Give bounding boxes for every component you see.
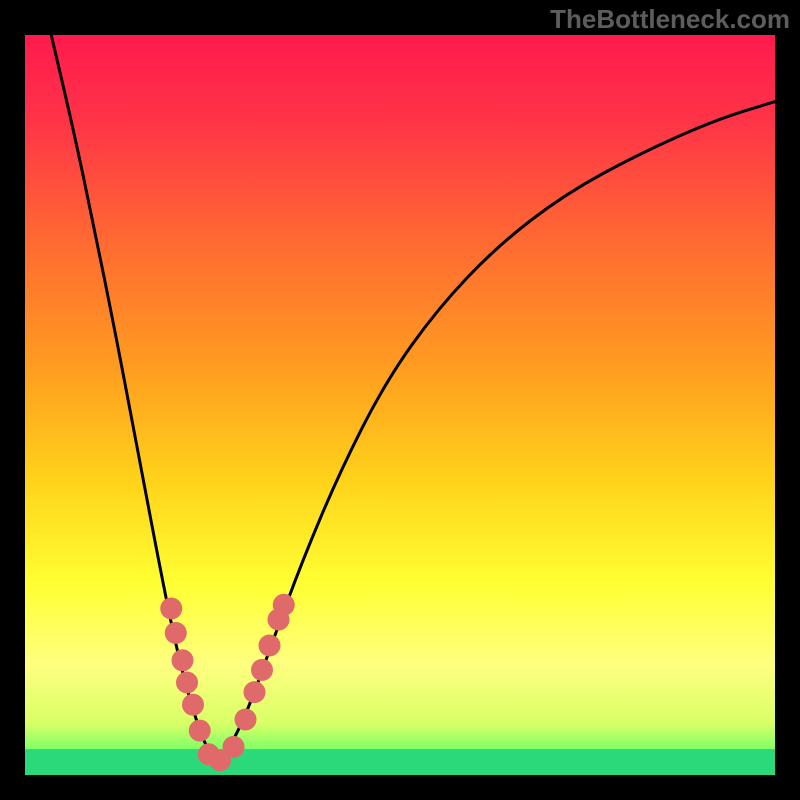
watermark-text: TheBottleneck.com	[550, 4, 790, 35]
data-marker	[172, 649, 194, 671]
data-marker	[273, 594, 295, 616]
data-markers	[160, 594, 295, 771]
chart-stage: TheBottleneck.com	[0, 0, 800, 800]
data-marker	[223, 736, 245, 758]
data-marker	[165, 622, 187, 644]
data-marker	[176, 672, 198, 694]
bottleneck-curve-path	[51, 35, 775, 757]
data-marker	[235, 709, 257, 731]
data-marker	[160, 598, 182, 620]
data-marker	[251, 659, 273, 681]
data-marker	[259, 635, 281, 657]
plot-area	[25, 35, 775, 775]
curve-svg	[25, 35, 775, 775]
data-marker	[182, 694, 204, 716]
bottom-band	[25, 749, 775, 775]
data-marker	[189, 720, 211, 742]
data-marker	[244, 681, 266, 703]
bottleneck-curve	[51, 35, 775, 757]
